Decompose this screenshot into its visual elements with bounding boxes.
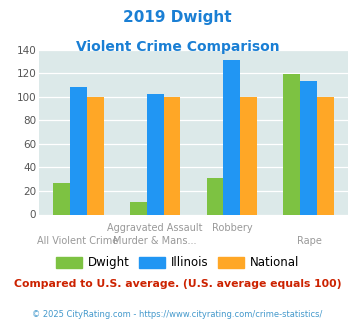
Text: Violent Crime Comparison: Violent Crime Comparison <box>76 40 279 53</box>
Bar <box>207 178 223 214</box>
Bar <box>53 183 70 214</box>
Bar <box>317 97 334 214</box>
Text: Robbery: Robbery <box>212 223 252 233</box>
Text: All Violent Crime: All Violent Crime <box>37 236 118 246</box>
Legend: Dwight, Illinois, National: Dwight, Illinois, National <box>51 252 304 274</box>
Bar <box>240 97 257 214</box>
Bar <box>223 60 240 214</box>
Text: Rape: Rape <box>297 236 322 246</box>
Bar <box>300 81 317 214</box>
Bar <box>147 94 164 214</box>
Bar <box>130 202 147 214</box>
Bar <box>87 97 104 214</box>
Bar <box>164 97 180 214</box>
Text: © 2025 CityRating.com - https://www.cityrating.com/crime-statistics/: © 2025 CityRating.com - https://www.city… <box>32 310 323 319</box>
Bar <box>283 74 300 215</box>
Text: Murder & Mans...: Murder & Mans... <box>113 236 197 246</box>
Text: 2019 Dwight: 2019 Dwight <box>123 10 232 25</box>
Text: Compared to U.S. average. (U.S. average equals 100): Compared to U.S. average. (U.S. average … <box>14 279 341 289</box>
Text: Aggravated Assault: Aggravated Assault <box>107 223 203 233</box>
Bar <box>70 87 87 214</box>
